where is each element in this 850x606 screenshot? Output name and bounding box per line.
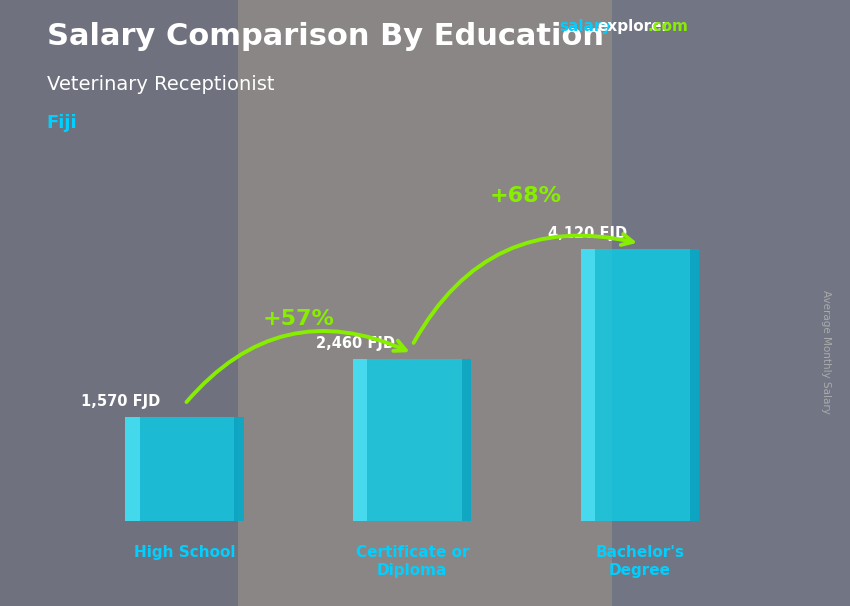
Text: 1,570 FJD: 1,570 FJD <box>82 395 161 410</box>
Bar <box>581 249 699 521</box>
Text: 2,460 FJD: 2,460 FJD <box>316 336 395 351</box>
Text: Salary Comparison By Education: Salary Comparison By Education <box>47 22 603 51</box>
Bar <box>353 359 472 521</box>
Bar <box>238 0 612 606</box>
Bar <box>462 359 472 521</box>
Text: Average Monthly Salary: Average Monthly Salary <box>821 290 831 413</box>
Bar <box>689 249 699 521</box>
Bar <box>353 359 367 521</box>
Text: salary: salary <box>559 19 612 35</box>
Text: Fiji: Fiji <box>47 114 77 132</box>
Bar <box>126 418 244 521</box>
Bar <box>126 418 139 521</box>
Text: +57%: +57% <box>263 309 334 329</box>
Bar <box>235 418 244 521</box>
Text: .com: .com <box>648 19 689 35</box>
Text: 4,120 FJD: 4,120 FJD <box>548 226 627 241</box>
Text: +68%: +68% <box>490 186 562 206</box>
Bar <box>581 249 595 521</box>
Bar <box>612 0 850 606</box>
Text: Veterinary Receptionist: Veterinary Receptionist <box>47 75 275 94</box>
Text: explorer: explorer <box>598 19 670 35</box>
Bar <box>0 0 238 606</box>
